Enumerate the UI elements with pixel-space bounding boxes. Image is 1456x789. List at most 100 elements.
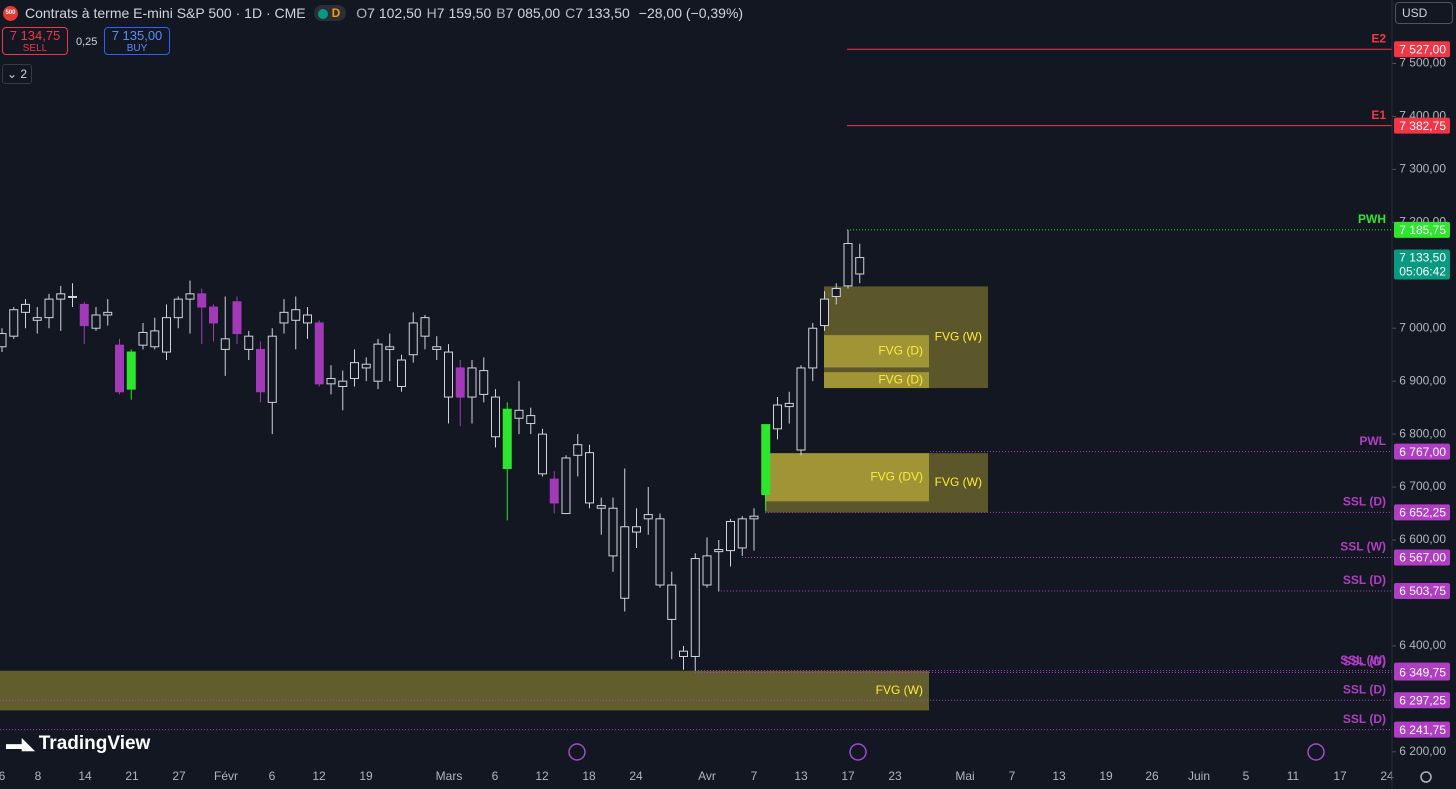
x-tick-label: 14 [78, 769, 92, 783]
y-tick-label: 6 200,00 [1399, 744, 1446, 758]
level-price-label: 6 567,00 [1399, 551, 1446, 565]
symbol-icon[interactable]: 500 [3, 5, 18, 21]
buy-button[interactable]: 7 135,00 BUY [104, 27, 170, 55]
candle-body [103, 311, 113, 316]
x-tick-label: 24 [1380, 769, 1394, 783]
fvg-label: FVG (W) [935, 475, 982, 489]
candle-body [338, 380, 348, 387]
ohlc-value: 7 085,00 [505, 5, 561, 21]
candle-body [326, 378, 336, 385]
x-tick-label: 6 [0, 769, 6, 783]
candle-body [561, 457, 571, 515]
candle-body [502, 408, 512, 470]
event-icon [1307, 743, 1325, 761]
level-price-box [1394, 221, 1450, 238]
ohlc-key: H [426, 5, 437, 21]
level-price-label: 6 767,00 [1399, 445, 1446, 459]
level-name: SSL (D) [1343, 655, 1386, 669]
candle-body [220, 338, 230, 350]
candle-body [115, 344, 124, 393]
candle-body [408, 322, 418, 356]
candle-body [79, 303, 89, 327]
level-price-box [1394, 664, 1450, 681]
candle-body [596, 505, 606, 509]
candle-body [185, 293, 195, 300]
level-name: SSL (D) [1343, 712, 1386, 726]
candle-body [397, 359, 406, 387]
candle-body [0, 333, 7, 348]
level-price-box [1394, 443, 1450, 460]
level-price-box [1394, 721, 1450, 738]
last-price-box [1394, 249, 1450, 280]
level-name: SSL (D) [1343, 682, 1386, 696]
status-badge[interactable]: D [313, 5, 347, 21]
candle-body [373, 343, 383, 382]
fvg-zone [765, 453, 929, 502]
candle-body [667, 584, 677, 620]
candle-body [56, 293, 66, 300]
x-tick-label: Juin [1188, 769, 1210, 783]
candle-body [303, 314, 312, 324]
y-tick-label: 7 300,00 [1399, 162, 1446, 176]
x-tick-label: 13 [1052, 769, 1066, 783]
ohlc: O7 102,50 H7 159,50 B7 085,00 C7 133,50 [356, 5, 634, 21]
fvg-zone [0, 670, 929, 711]
candle-body [479, 370, 489, 395]
candle-body [690, 558, 700, 657]
sell-label: SELL [22, 43, 48, 54]
candle-body [643, 514, 653, 520]
candle-body [314, 322, 324, 385]
x-tick-label: 24 [629, 769, 643, 783]
candle-body [162, 317, 171, 353]
currency[interactable]: USD [1395, 2, 1453, 24]
header: 500 Contrats à terme E-mini S&P 500 · 1D… [0, 0, 747, 26]
x-tick-label: 11 [1287, 769, 1300, 783]
candle-body [831, 288, 841, 297]
candle-body [385, 346, 395, 350]
x-tick-label: 17 [1333, 769, 1347, 783]
candle-body [773, 404, 782, 430]
settings-icon [1420, 771, 1432, 783]
y-tick-label: 7 500,00 [1399, 56, 1446, 70]
x-tick-label: 19 [359, 769, 373, 783]
level-price-label: 7 527,00 [1399, 42, 1446, 56]
y-tick-label: 6 800,00 [1399, 426, 1446, 440]
sell-button[interactable]: 7 134,75 SELL [2, 27, 68, 55]
candle-body [209, 306, 218, 324]
candle-body [608, 507, 618, 557]
x-tick-label: 21 [125, 769, 139, 783]
candle-body [702, 555, 712, 586]
candle-body [197, 293, 207, 308]
level-price-box [1394, 117, 1450, 134]
level-price-box [1394, 504, 1450, 521]
ohlc-key: B [496, 5, 506, 21]
brand: ▬◣ TradingView [6, 733, 151, 754]
level-name: PWL [1359, 434, 1386, 448]
x-tick-label: 13 [794, 769, 808, 783]
x-tick-label: Avr [698, 769, 716, 783]
level-price-box [1394, 549, 1450, 566]
level-name: SSL (D) [1343, 573, 1386, 587]
candle-body [232, 301, 242, 335]
candle-body [455, 367, 465, 398]
symbol-title[interactable]: Contrats à terme E-mini S&P 500 · 1D · C… [25, 5, 306, 21]
fvg-zone [824, 372, 929, 389]
level-price-label: 7 382,75 [1399, 119, 1446, 133]
level-name: SSL (W) [1340, 653, 1386, 667]
indicator-count: 2 [20, 67, 28, 81]
ohlc-value: 7 133,50 [575, 5, 630, 21]
level-name: E1 [1371, 108, 1386, 122]
candle-body [44, 298, 54, 319]
candle-body [514, 409, 524, 419]
candle-body [573, 444, 583, 456]
ohlc-key: C [565, 5, 576, 21]
candle-body [632, 526, 641, 533]
candle-body [279, 311, 289, 324]
y-tick-label: 6 600,00 [1399, 532, 1446, 546]
level-price-label: 6 297,25 [1399, 693, 1446, 707]
candle-body [173, 298, 183, 319]
indicators-toggle[interactable]: ⌄ 2 [2, 64, 32, 84]
candle-body [420, 317, 430, 337]
candle-body [549, 478, 559, 504]
candle-body [9, 309, 19, 337]
